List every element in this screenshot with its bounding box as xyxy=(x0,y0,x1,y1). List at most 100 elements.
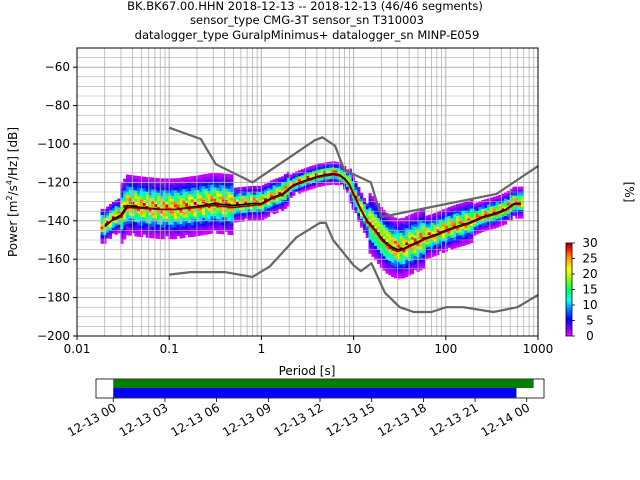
heatmap-cell xyxy=(371,204,375,208)
heatmap-cell xyxy=(467,229,471,233)
x-axis-label: Period [s] xyxy=(279,364,336,378)
heatmap-cell xyxy=(362,221,367,225)
heatmap-cell xyxy=(114,214,118,218)
heatmap-cell xyxy=(520,203,525,208)
heatmap-cell xyxy=(399,221,403,225)
heatmap-cell xyxy=(385,261,389,266)
heatmap-cell xyxy=(168,178,172,182)
heatmap-cell xyxy=(371,207,375,211)
heatmap-cell xyxy=(137,201,141,206)
heatmap-cell xyxy=(453,239,457,243)
heatmap-cell xyxy=(453,242,457,246)
heatmap-cell xyxy=(464,207,468,211)
heatmap-cell xyxy=(111,227,115,231)
heatmap-cell xyxy=(377,237,381,241)
heatmap-cell xyxy=(108,229,113,234)
heatmap-cell xyxy=(427,220,431,224)
heatmap-cell xyxy=(142,191,146,195)
heatmap-cell xyxy=(345,178,350,182)
heatmap-cell xyxy=(323,179,327,183)
heatmap-cell xyxy=(171,233,175,237)
heatmap-cell xyxy=(419,249,423,254)
heatmap-cell xyxy=(190,196,194,200)
heatmap-cell xyxy=(165,212,169,217)
heatmap-cell xyxy=(108,221,113,225)
heatmap-cell xyxy=(447,218,451,222)
heatmap-cell xyxy=(439,225,443,229)
heatmap-cell xyxy=(179,203,183,207)
heatmap-cell xyxy=(410,216,414,220)
heatmap-cell xyxy=(413,252,417,256)
heatmap-cell xyxy=(185,202,189,207)
heatmap-cell xyxy=(450,243,454,247)
heatmap-cell xyxy=(436,237,440,241)
heatmap-cell xyxy=(422,248,426,252)
heatmap-cell xyxy=(329,176,333,180)
heatmap-cell xyxy=(159,221,163,225)
heatmap-cell xyxy=(235,210,240,214)
heatmap-cell xyxy=(207,184,211,189)
heatmap-cell xyxy=(478,204,482,208)
heatmap-cell xyxy=(193,213,197,217)
heatmap-cell xyxy=(320,165,324,170)
heatmap-cell xyxy=(371,216,375,220)
heatmap-cell xyxy=(159,224,163,228)
heatmap-cell xyxy=(108,235,113,239)
heatmap-cell xyxy=(501,196,505,200)
heatmap-cell xyxy=(275,189,279,194)
heatmap-cell xyxy=(450,220,454,224)
heatmap-cell xyxy=(461,214,465,218)
heatmap-cell xyxy=(354,204,358,208)
heatmap-cell xyxy=(441,249,446,253)
heatmap-cell xyxy=(484,227,488,232)
heatmap-cell xyxy=(134,201,138,205)
heatmap-cell xyxy=(120,223,124,227)
heatmap-cell xyxy=(199,177,203,181)
heatmap-cell xyxy=(413,229,417,233)
heatmap-cell xyxy=(221,213,225,218)
heatmap-cell xyxy=(402,269,406,273)
heatmap-cell xyxy=(266,205,271,209)
heatmap-cell xyxy=(235,187,240,191)
heatmap-cell xyxy=(281,202,285,206)
heatmap-cell xyxy=(388,272,392,276)
heatmap-cell xyxy=(148,208,152,213)
heatmap-cell xyxy=(123,230,127,234)
heatmap-cell xyxy=(171,212,175,217)
heatmap-cell xyxy=(441,235,446,239)
heatmap-cell xyxy=(182,214,186,218)
heatmap-cell xyxy=(410,239,414,243)
heatmap-cell xyxy=(520,189,525,193)
heatmap-cell xyxy=(168,224,172,228)
heatmap-cell xyxy=(456,244,460,248)
heatmap-cell xyxy=(470,208,474,212)
heatmap-cell xyxy=(176,232,180,237)
heatmap-cell xyxy=(199,197,203,202)
heatmap-cell xyxy=(213,195,217,199)
heatmap-cell xyxy=(227,211,231,215)
heatmap-cell xyxy=(385,224,389,228)
heatmap-cell xyxy=(371,222,375,226)
heatmap-cell xyxy=(258,208,262,213)
heatmap-cell xyxy=(148,232,152,236)
heatmap-cell xyxy=(357,192,361,196)
heatmap-cell xyxy=(125,211,130,216)
heatmap-cell xyxy=(368,241,372,246)
heatmap-cell xyxy=(221,185,225,189)
heatmap-cell xyxy=(424,253,429,257)
heatmap-cell xyxy=(250,197,254,201)
heatmap-cell xyxy=(235,216,240,220)
heatmap-cell xyxy=(456,207,460,211)
heatmap-cell xyxy=(120,188,124,192)
heatmap-cell xyxy=(354,183,358,188)
heatmap-cell xyxy=(137,178,141,183)
heatmap-cell xyxy=(399,241,403,245)
heatmap-cell xyxy=(515,186,519,190)
heatmap-cell xyxy=(216,227,220,231)
heatmap-cell xyxy=(393,232,398,236)
heatmap-cell xyxy=(173,212,178,217)
heatmap-cell xyxy=(190,213,194,217)
heatmap-cell xyxy=(176,201,180,205)
heatmap-cell xyxy=(481,205,485,209)
